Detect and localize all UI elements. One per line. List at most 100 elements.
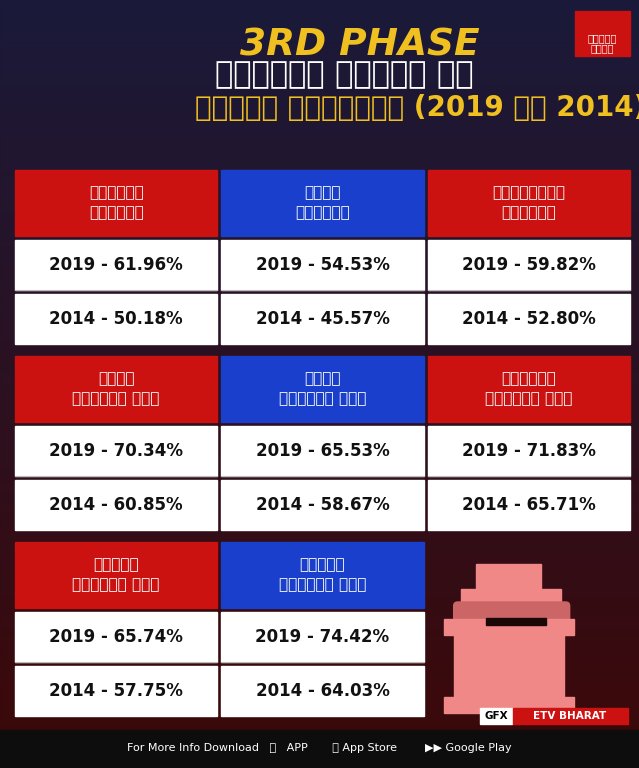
- Bar: [0, 302, 639, 303]
- Bar: [0, 151, 639, 152]
- Bar: [0, 164, 639, 165]
- Bar: [0, 760, 639, 761]
- Bar: [0, 594, 639, 595]
- Bar: [0, 1, 639, 2]
- Bar: [0, 233, 639, 234]
- Bar: [0, 280, 639, 281]
- Bar: [0, 730, 639, 768]
- Bar: [0, 442, 639, 443]
- Bar: [0, 316, 639, 317]
- Bar: [0, 18, 639, 19]
- Bar: [0, 473, 639, 474]
- Bar: [0, 677, 639, 678]
- Bar: [0, 497, 639, 498]
- Bar: [0, 215, 639, 216]
- Text: लोकसभा सीटों का: लोकसभा सीटों का: [215, 61, 473, 90]
- Bar: [0, 553, 639, 554]
- Bar: [0, 380, 639, 381]
- Bar: [0, 678, 639, 679]
- Bar: [0, 398, 639, 399]
- Bar: [0, 384, 639, 385]
- Bar: [0, 430, 639, 431]
- Bar: [0, 296, 639, 297]
- Bar: [0, 328, 639, 329]
- Bar: [0, 32, 639, 33]
- Bar: [0, 95, 639, 96]
- Bar: [0, 516, 639, 517]
- Text: For More Info Download   Ⓞ   APP        App Store        ▶▶ Google Play: For More Info Download Ⓞ APP  App Store…: [127, 743, 512, 753]
- Bar: [0, 563, 639, 564]
- Bar: [0, 583, 639, 584]
- Bar: [0, 19, 639, 20]
- Bar: [0, 156, 639, 157]
- Bar: [0, 660, 639, 661]
- Bar: [0, 228, 639, 229]
- Bar: [0, 382, 639, 383]
- Bar: [0, 577, 639, 578]
- Bar: [0, 534, 639, 535]
- Bar: [0, 251, 639, 252]
- Bar: [0, 270, 639, 271]
- Bar: [0, 292, 639, 293]
- Bar: [221, 240, 424, 290]
- Bar: [0, 609, 639, 610]
- Bar: [0, 0, 639, 1]
- Bar: [0, 224, 639, 225]
- Bar: [0, 269, 639, 270]
- Bar: [0, 159, 639, 160]
- Bar: [0, 759, 639, 760]
- Bar: [0, 98, 639, 99]
- Bar: [0, 693, 639, 694]
- Bar: [0, 655, 639, 656]
- Text: मुरैना
लोकसभा: मुरैना लोकसभा: [89, 186, 144, 220]
- Bar: [0, 253, 639, 254]
- Bar: [0, 50, 639, 51]
- Bar: [0, 590, 639, 591]
- Bar: [221, 426, 424, 476]
- Bar: [0, 520, 639, 521]
- Bar: [0, 101, 639, 102]
- Bar: [0, 415, 639, 416]
- Bar: [0, 255, 639, 256]
- Bar: [0, 502, 639, 503]
- Bar: [0, 428, 639, 429]
- Bar: [0, 478, 639, 479]
- Bar: [0, 337, 639, 338]
- Bar: [0, 77, 639, 78]
- Bar: [0, 212, 639, 213]
- Bar: [0, 279, 639, 280]
- Bar: [0, 434, 639, 435]
- Bar: [0, 149, 639, 150]
- Bar: [0, 431, 639, 432]
- Bar: [0, 691, 639, 692]
- Bar: [0, 157, 639, 158]
- Bar: [0, 738, 639, 739]
- Text: 3RD PHASE: 3RD PHASE: [240, 28, 480, 64]
- Bar: [0, 476, 639, 477]
- Bar: [0, 432, 639, 433]
- Bar: [0, 650, 639, 651]
- Bar: [0, 65, 639, 66]
- Bar: [0, 701, 639, 702]
- Bar: [0, 57, 639, 58]
- Bar: [0, 272, 639, 273]
- Bar: [0, 561, 639, 562]
- Bar: [0, 189, 639, 190]
- Bar: [0, 295, 639, 296]
- Bar: [0, 111, 639, 112]
- Bar: [0, 195, 639, 196]
- Bar: [0, 78, 639, 79]
- Bar: [0, 183, 639, 184]
- Bar: [0, 492, 639, 493]
- Bar: [0, 274, 639, 275]
- Bar: [0, 708, 639, 709]
- Bar: [0, 278, 639, 279]
- Bar: [0, 352, 639, 353]
- Text: 2014 - 50.18%: 2014 - 50.18%: [49, 310, 183, 328]
- Bar: [0, 469, 639, 470]
- Bar: [0, 387, 639, 388]
- Bar: [0, 207, 639, 208]
- Bar: [0, 546, 639, 547]
- Bar: [0, 210, 639, 211]
- Bar: [0, 373, 639, 374]
